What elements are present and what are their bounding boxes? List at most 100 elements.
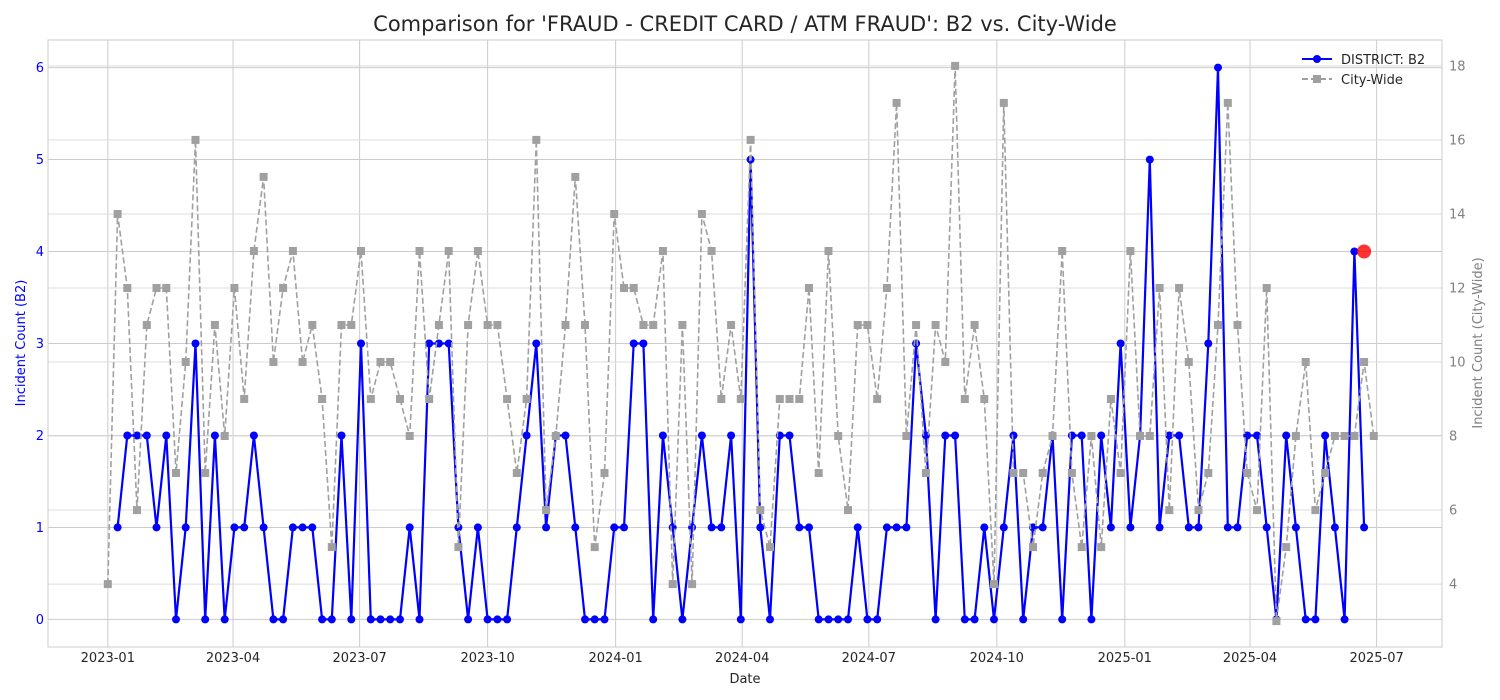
citywide-point [103,580,112,589]
legend-label-b2: DISTRICT: B2 [1341,53,1425,68]
b2-point [1223,523,1232,532]
b2-point [581,615,589,624]
y-left-tick-label: 5 [36,153,44,168]
citywide-point [1165,506,1174,515]
b2-point [464,615,473,624]
b2-point [844,615,852,624]
citywide-point [405,432,414,440]
b2-point [240,523,249,532]
citywide-point [1126,247,1135,255]
citywide-point [279,284,288,292]
citywide-point [882,284,891,292]
citywide-point [990,580,998,589]
b2-point [678,615,687,624]
citywide-point [590,543,599,552]
b2-point [571,523,580,532]
citywide-point [678,321,687,329]
b2-point [727,431,736,440]
legend-marker-b2 [1313,55,1321,63]
citywide-point [746,135,755,144]
b2-point [1330,523,1339,532]
b2-point [1311,615,1320,624]
b2-point [493,615,502,624]
b2-point [931,615,940,624]
legend-marker-citywide [1313,75,1321,83]
citywide-point [172,469,180,477]
citywide-point [230,284,239,292]
b2-point [717,523,726,532]
citywide-point [503,395,512,403]
citywide-point [610,210,619,218]
citywide-point [1077,543,1086,552]
citywide-point [581,321,589,329]
b2-point [707,523,716,532]
x-tick-label: 2025-01 [1098,651,1152,666]
b2-point [1282,431,1291,440]
b2-point [386,615,395,624]
citywide-point [512,469,521,477]
citywide-point [1253,506,1261,515]
b2-point [649,615,658,624]
legend-label-citywide: City-Wide [1341,73,1403,88]
highlight-point [1357,244,1372,259]
citywide-point [756,506,765,515]
b2-point [113,523,122,532]
b2-point [249,431,258,440]
b2-point [561,431,570,440]
citywide-point [1291,432,1300,440]
b2-point [483,615,492,624]
citywide-point [1233,321,1242,329]
citywide-point [1087,432,1096,440]
citywide-point [1184,358,1193,366]
citywide-point [892,98,901,107]
citywide-point [970,321,979,329]
y-left-tick-label: 6 [36,61,44,76]
b2-point [298,523,307,532]
y-left-tick-label: 4 [36,245,44,260]
b2-point [1253,431,1261,440]
x-tick-label: 2025-07 [1349,651,1403,666]
b2-point [620,523,628,532]
citywide-point [551,432,560,440]
b2-point [873,615,882,624]
legend: DISTRICT: B2 City-Wide [1302,53,1425,88]
citywide-point [1223,98,1232,107]
b2-point [542,523,551,532]
b2-point [162,431,171,440]
b2-point [259,523,268,532]
b2-point [376,615,385,624]
citywide-point [269,358,278,366]
b2-point [522,431,531,440]
b2-point [1340,615,1349,624]
x-tick-label: 2024-10 [970,651,1024,666]
citywide-point [473,247,482,255]
b2-point [1321,431,1330,440]
citywide-point [795,395,804,403]
citywide-point [483,321,492,329]
b2-point [308,523,317,532]
b2-point [1291,523,1300,532]
b2-point [805,523,813,532]
b2-point [1097,431,1106,440]
citywide-point [181,358,190,366]
citywide-point [1282,543,1291,552]
citywide-point [688,580,697,589]
b2-point [1126,523,1135,532]
b2-point [697,431,706,440]
citywide-point [240,395,249,403]
y-right-tick-label: 14 [1449,207,1466,222]
b2-point [357,339,365,348]
b2-point [415,615,424,624]
citywide-point [980,395,989,403]
y-right-tick-label: 6 [1449,504,1457,519]
citywide-point [1204,469,1213,477]
citywide-point [386,358,395,366]
b2-point [1019,615,1028,624]
citywide-point [249,247,258,255]
citywide-point [357,247,365,255]
b2-point [990,615,998,624]
citywide-point [1243,469,1252,477]
y-right-tick-label: 8 [1449,430,1457,445]
citywide-point [1048,432,1057,440]
citywide-point [1097,543,1106,552]
